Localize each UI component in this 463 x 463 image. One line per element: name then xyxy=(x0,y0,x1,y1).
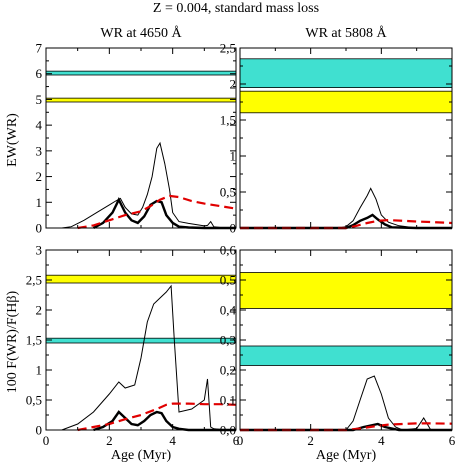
y-tick-label: 0,3 xyxy=(220,333,236,348)
series-thin xyxy=(61,284,237,431)
x-tick-label: 6 xyxy=(233,433,240,448)
series-dashed xyxy=(240,422,453,432)
row-label-top: EW(WR) xyxy=(5,113,20,167)
y-tick-label: 1 xyxy=(36,195,43,210)
series-thick xyxy=(93,410,236,432)
y-tick-label: 4 xyxy=(36,118,43,133)
x-tick-label: 4 xyxy=(169,433,176,448)
y-tick-label: 1,5 xyxy=(26,333,42,348)
column-title-left: WR at 4650 Å xyxy=(100,25,182,41)
yellow-band xyxy=(45,97,237,103)
y-tick-label: 0 xyxy=(230,221,237,236)
yellow-band xyxy=(239,90,453,114)
y-tick-label: 0,4 xyxy=(220,303,237,318)
y-tick-label: 0,5 xyxy=(26,393,42,408)
y-tick-label: 1 xyxy=(230,149,237,164)
cyan-band xyxy=(45,337,237,344)
y-tick-label: 2 xyxy=(36,169,43,184)
cyan-band xyxy=(45,70,237,76)
series-thin xyxy=(240,375,452,431)
x-tick-label: 2 xyxy=(307,433,314,448)
y-tick-label: 2 xyxy=(230,77,237,92)
y-tick-label: 0,0 xyxy=(220,423,236,438)
y-tick-label: 0 xyxy=(36,221,43,236)
x-tick-label: 0 xyxy=(237,433,244,448)
y-tick-label: 3 xyxy=(36,143,43,158)
panel-top-right: 0 0,5 1 1,5 2 2,5 xyxy=(220,41,453,236)
y-tick-label: 2,5 xyxy=(220,41,236,56)
y-tick-label: 0,5 xyxy=(220,185,236,200)
y-tick-label: 7 xyxy=(36,41,43,56)
x-tick-label: 6 xyxy=(449,433,456,448)
row-label-bottom: 100 F(WR)/F(Hβ) xyxy=(5,290,20,393)
y-tick-label: 0,1 xyxy=(220,393,236,408)
series-thick xyxy=(92,196,236,230)
x-tick-label: 0 xyxy=(43,433,50,448)
cyan-band xyxy=(239,58,453,88)
y-tick-label: 0 xyxy=(36,423,43,438)
series-dashed xyxy=(77,194,237,230)
y-tick-label: 2 xyxy=(36,303,43,318)
panel-top-left: 0 1 2 3 4 5 6 7 xyxy=(36,41,237,236)
y-tick-label: 2,5 xyxy=(26,273,42,288)
yellow-band xyxy=(45,274,237,284)
panel-bottom-right: 0,0 0,1 0,2 0,3 0,4 0,5 0,6 0 2 4 6 xyxy=(220,243,456,449)
y-tick-label: 1 xyxy=(36,363,43,378)
y-tick-label: 0,5 xyxy=(220,273,236,288)
series-dashed xyxy=(240,218,453,230)
y-tick-label: 6 xyxy=(36,66,43,81)
y-tick-label: 5 xyxy=(36,92,43,107)
y-tick-label: 1,5 xyxy=(220,113,236,128)
y-tick-label: 0,6 xyxy=(220,243,237,258)
x-tick-label: 2 xyxy=(106,433,113,448)
y-tick-label: 3 xyxy=(36,243,43,258)
series-thin xyxy=(240,187,452,229)
xlabel-right: Age (Myr) xyxy=(316,448,377,463)
figure-title: Z = 0.004, standard mass loss xyxy=(153,1,319,16)
cyan-band xyxy=(239,345,453,366)
series-dashed xyxy=(77,402,237,432)
x-tick-label: 4 xyxy=(378,433,385,448)
series-thin xyxy=(61,141,237,229)
y-tick-label: 0,2 xyxy=(220,363,236,378)
panel-bottom-left: 0 0,5 1 1,5 2 2,5 3 0 2 4 6 xyxy=(26,243,240,449)
column-title-right: WR at 5808 Å xyxy=(305,25,387,41)
yellow-band xyxy=(239,272,453,309)
xlabel-left: Age (Myr) xyxy=(111,448,172,463)
